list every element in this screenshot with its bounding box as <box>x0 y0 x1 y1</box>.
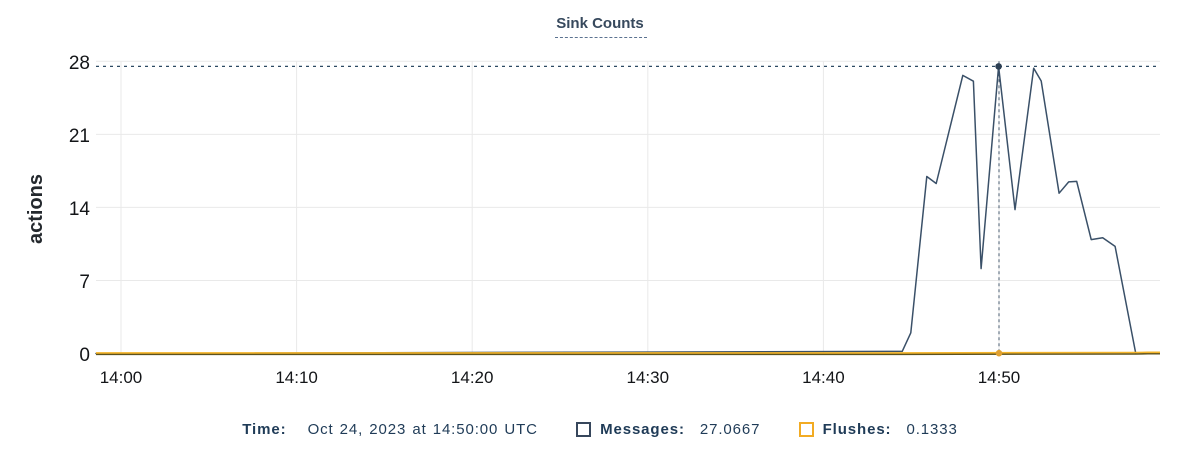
svg-text:14:20: 14:20 <box>451 368 494 387</box>
svg-text:28: 28 <box>69 53 90 74</box>
svg-text:14: 14 <box>69 199 91 220</box>
svg-text:14:10: 14:10 <box>275 368 318 387</box>
svg-text:7: 7 <box>79 272 90 293</box>
svg-text:14:50: 14:50 <box>978 368 1021 387</box>
svg-text:14:00: 14:00 <box>100 368 143 387</box>
svg-text:14:30: 14:30 <box>627 368 670 387</box>
svg-text:21: 21 <box>69 126 90 147</box>
svg-text:14:40: 14:40 <box>802 368 845 387</box>
svg-text:0: 0 <box>79 345 90 366</box>
